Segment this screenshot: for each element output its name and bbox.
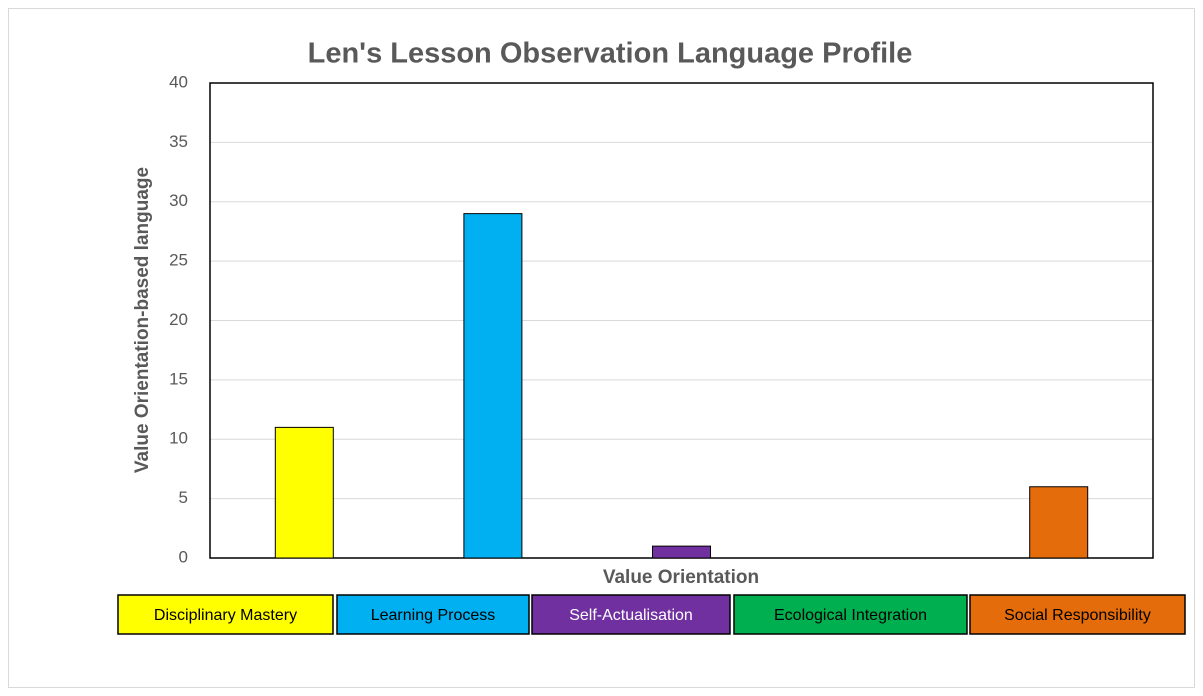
y-tick-label: 35 xyxy=(169,132,188,151)
category-box xyxy=(969,594,1186,635)
y-tick-label: 10 xyxy=(169,429,188,448)
x-tick-label: Self-Actualisation xyxy=(569,607,693,624)
chart-title: Len's Lesson Observation Language Profil… xyxy=(308,38,913,70)
category-box xyxy=(531,594,731,635)
x-tick-label: Disciplinary Mastery xyxy=(154,607,297,624)
category-box xyxy=(733,594,968,635)
y-tick-label: 30 xyxy=(169,191,188,210)
bar xyxy=(652,545,711,559)
y-tick-label: 40 xyxy=(169,72,188,91)
bar xyxy=(463,213,523,559)
y-tick-label: 5 xyxy=(179,488,188,507)
x-axis-label: Value Orientation xyxy=(603,567,759,588)
category-box xyxy=(336,594,530,635)
y-axis-label: Value Orientation-based language xyxy=(132,167,153,473)
bar xyxy=(1029,486,1089,559)
y-tick-label: 0 xyxy=(179,547,188,566)
y-tick-label: 15 xyxy=(169,369,188,388)
x-tick-label: Learning Process xyxy=(371,607,496,624)
y-tick-label: 25 xyxy=(169,251,188,270)
chart-frame xyxy=(8,8,1195,688)
x-tick-label: Social Responsibility xyxy=(1004,607,1151,624)
y-tick-label: 20 xyxy=(169,310,188,329)
x-tick-label: Ecological Integration xyxy=(774,607,927,624)
category-box xyxy=(117,594,334,635)
bar xyxy=(274,426,334,559)
